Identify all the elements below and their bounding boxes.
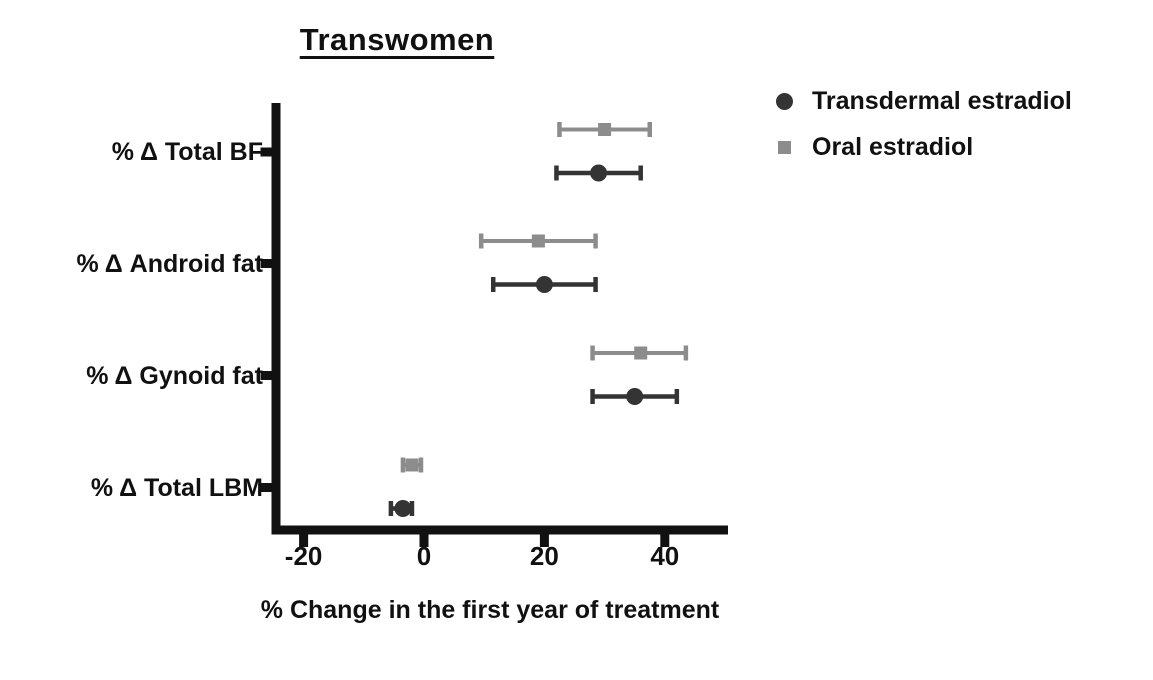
data-marker-square <box>405 458 419 472</box>
legend-label-oral: Oral estradiol <box>812 132 974 161</box>
x-axis-tick-label: 20 <box>529 541 559 571</box>
data-series-layer <box>388 122 689 517</box>
x-axis-tick-label: 40 <box>650 541 680 571</box>
legend-label-transdermal: Transdermal estradiol <box>812 86 1072 115</box>
legend-marker-cell <box>776 92 802 110</box>
chart-title: Transwomen <box>299 22 495 57</box>
data-marker-square <box>634 346 648 360</box>
circle-marker-icon <box>776 92 793 110</box>
y-axis-category-label: % Δ Android fat <box>76 249 263 278</box>
data-marker-square <box>598 123 612 136</box>
legend-item-transdermal: Transdermal estradiol <box>776 85 1072 117</box>
data-marker-circle <box>394 500 412 517</box>
data-marker-circle <box>535 276 553 293</box>
axis-ticks <box>260 147 670 547</box>
data-marker-square <box>531 234 545 248</box>
x-axis-title: % Change in the first year of treatment <box>260 596 720 624</box>
legend-item-oral: Oral estradiol <box>776 131 1072 163</box>
legend: Transdermal estradiol Oral estradiol <box>776 85 1072 177</box>
y-axis-category-label: % Δ Total LBM <box>90 473 263 502</box>
data-marker-circle <box>626 388 644 405</box>
square-marker-icon <box>778 140 791 154</box>
x-axis-tick-label: 0 <box>416 541 432 571</box>
y-axis-category-label: % Δ Gynoid fat <box>86 361 263 390</box>
data-marker-circle <box>590 164 608 182</box>
y-axis-category-label: % Δ Total BF <box>111 138 263 166</box>
x-axis-tick-label: -20 <box>284 541 323 571</box>
legend-marker-cell <box>776 140 802 154</box>
